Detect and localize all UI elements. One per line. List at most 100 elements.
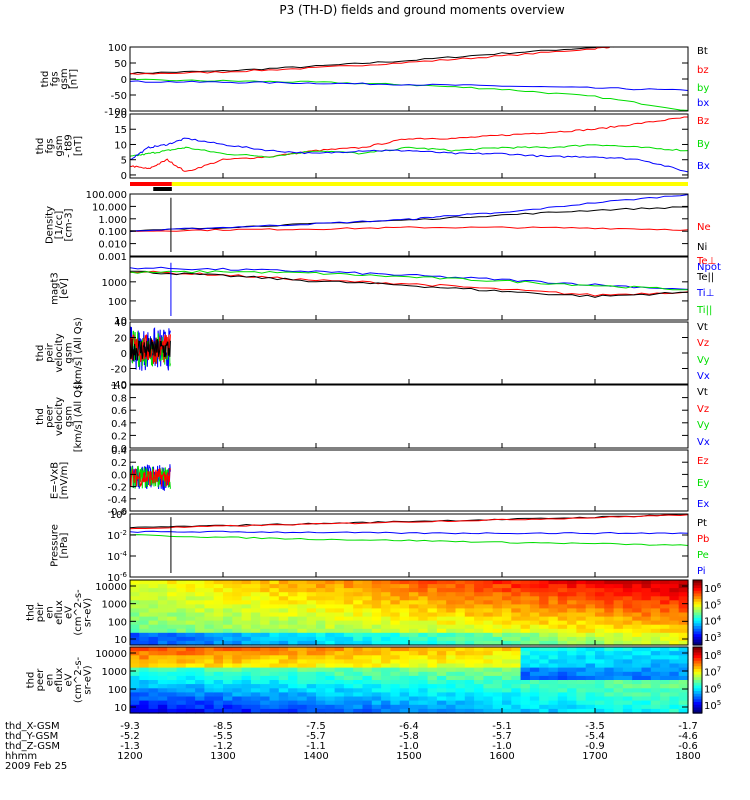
heatmap-cell [139, 588, 150, 593]
heatmap-cell [622, 684, 633, 689]
heatmap-cell [185, 680, 196, 685]
heatmap-cell [195, 671, 205, 677]
heatmap-cell [650, 604, 661, 610]
heatmap-cell [641, 620, 652, 626]
colorbar-cell [693, 682, 702, 687]
heatmap-cell [381, 600, 391, 605]
heatmap-cell [446, 647, 457, 652]
heatmap-cell [176, 608, 187, 614]
heatmap-cell [269, 612, 280, 618]
heatmap-cell [418, 608, 429, 614]
heatmap-cell [678, 696, 689, 702]
heatmap-cell [343, 684, 354, 689]
heatmap-cell [604, 620, 615, 626]
colorbar-cell [693, 599, 702, 603]
heatmap-cell [622, 620, 633, 626]
heatmap-cell [325, 580, 336, 585]
heatmap-cell [157, 708, 168, 714]
y-axis-label: E=-VxB [49, 462, 60, 499]
heatmap-cell [557, 632, 568, 638]
heatmap-cell [353, 671, 364, 677]
y-tick-label: 0 [121, 171, 127, 182]
heatmap-cell [604, 688, 615, 693]
heatmap-cell [185, 640, 196, 646]
heatmap-cell [595, 612, 605, 618]
heatmap-cell [511, 624, 522, 630]
y-axis-label: sr-eV) [83, 598, 94, 627]
heatmap-cell [306, 612, 317, 618]
y-axis-label: peer [35, 668, 46, 692]
heatmap-cell [232, 647, 243, 652]
heatmap-cell [632, 584, 643, 589]
series-line-bx [130, 80, 688, 91]
heatmap-cell [241, 584, 252, 589]
colorbar-cell [693, 620, 702, 624]
colorbar-tick-label: 106 [704, 582, 722, 595]
heatmap-cell [139, 688, 150, 693]
colorbar-cell [693, 604, 702, 608]
heatmap-cell [241, 655, 252, 660]
heatmap-cell [297, 616, 308, 622]
heatmap-cell [390, 588, 401, 593]
heatmap-cell [362, 708, 373, 714]
heatmap-cell [622, 651, 633, 656]
heatmap-cell [176, 620, 187, 626]
heatmap-cell [520, 592, 531, 597]
heatmap-cell [567, 580, 577, 585]
heatmap-cell [390, 655, 401, 660]
heatmap-cell [641, 692, 652, 698]
y-tick-label: 50 [114, 59, 127, 70]
heatmap-cell [483, 655, 494, 660]
heatmap-cell [185, 604, 196, 610]
heatmap-cell [557, 604, 568, 610]
heatmap-cell [567, 600, 577, 605]
heatmap-cell [474, 696, 484, 702]
heatmap-cell [241, 612, 252, 618]
heatmap-cell [362, 580, 373, 585]
heatmap-cell [455, 584, 466, 589]
heatmap-cell [529, 624, 540, 630]
heatmap-cell [250, 680, 261, 685]
heatmap-cell [381, 628, 391, 634]
heatmap-cell [483, 620, 494, 626]
heatmap-cell [520, 647, 531, 652]
heatmap-cell [288, 640, 298, 646]
heatmap-cell [585, 588, 596, 593]
y-tick-label: 10 [114, 635, 127, 646]
heatmap-cell [390, 600, 401, 605]
heatmap-cell [204, 632, 215, 638]
heatmap-cell [427, 588, 438, 593]
y-axis-label: [nPa] [59, 532, 70, 558]
heatmap-cell [576, 659, 587, 665]
heatmap-cell [502, 640, 512, 646]
heatmap-cell [148, 584, 159, 589]
heatmap-cell [371, 612, 382, 618]
heatmap-cell [157, 636, 168, 642]
heatmap-cell [455, 580, 466, 585]
heatmap-cell [223, 680, 233, 685]
heatmap-cell [297, 628, 308, 634]
heatmap-cell [622, 628, 633, 634]
heatmap-cell [334, 684, 345, 689]
heatmap-cell [436, 580, 447, 585]
heatmap-cell [576, 692, 587, 698]
heatmap-cell [269, 663, 280, 669]
y-axis-label: en [45, 674, 56, 687]
heatmap-cell [288, 580, 298, 585]
heatmap-cell [288, 596, 298, 601]
heatmap-cell [604, 684, 615, 689]
heatmap-cell [436, 592, 447, 597]
heatmap-cell [595, 696, 605, 702]
heatmap-cell [195, 684, 205, 689]
colorbar-cell [693, 685, 702, 689]
heatmap-cell [195, 616, 205, 622]
heatmap-cell [622, 696, 633, 702]
heatmap-cell [464, 604, 475, 610]
heatmap-cell [334, 688, 345, 693]
heatmap-cell [381, 675, 391, 681]
heatmap-cell [474, 704, 484, 710]
heatmap-cell [288, 628, 298, 634]
heatmap-cell [316, 580, 326, 585]
heatmap-cell [557, 600, 568, 605]
colorbar-cell [693, 669, 702, 673]
